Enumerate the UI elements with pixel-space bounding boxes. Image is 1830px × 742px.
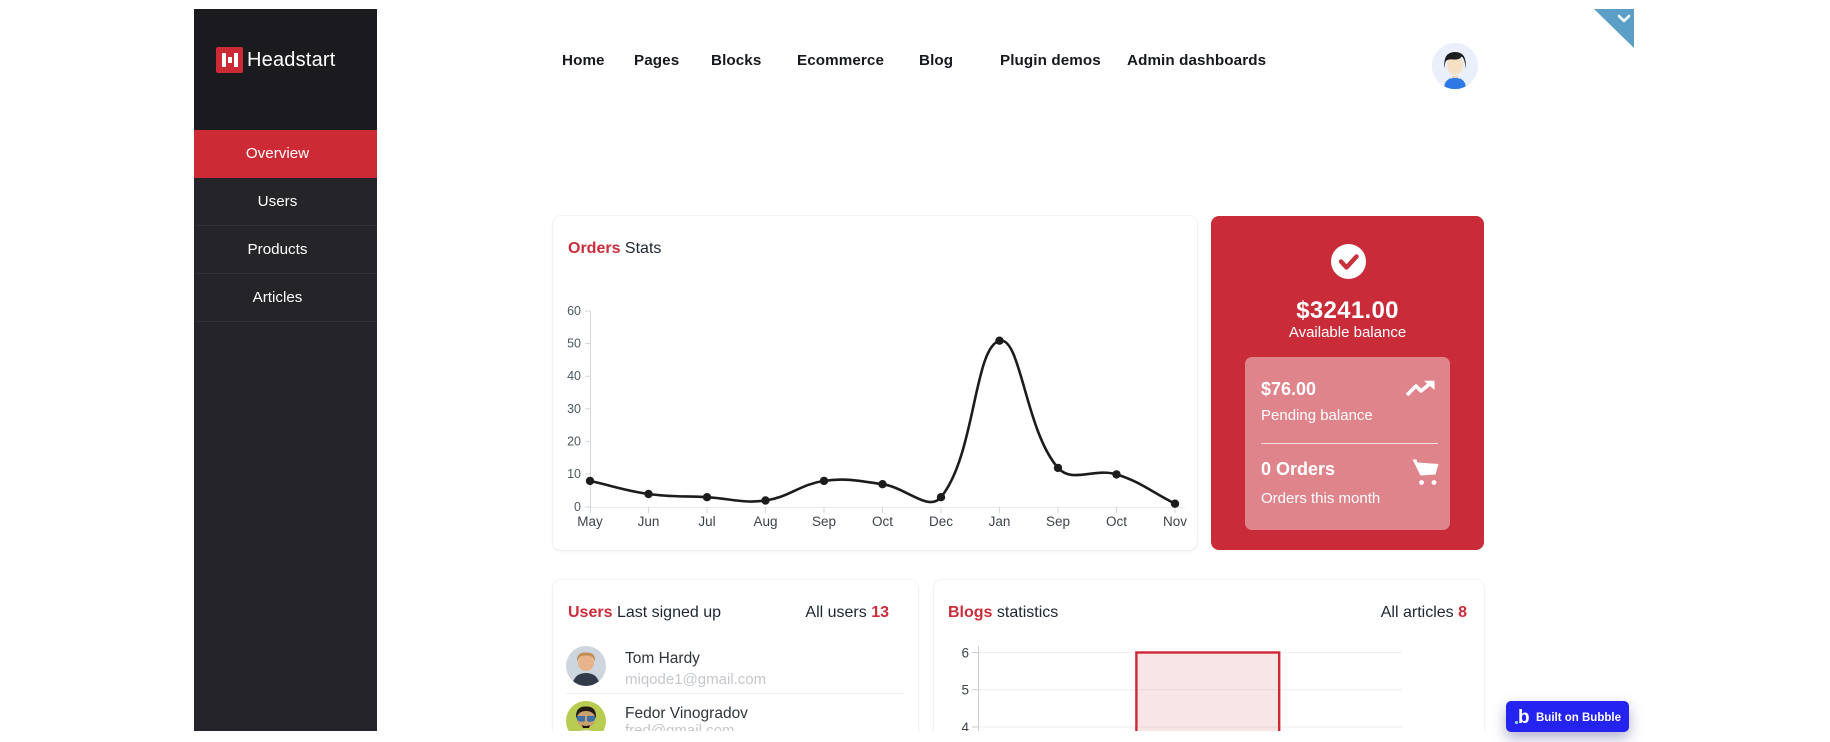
svg-text:Built on Bubble: Built on Bubble [1536, 712, 1621, 724]
svg-text:10: 10 [567, 467, 581, 481]
svg-text:0: 0 [574, 500, 581, 514]
svg-text:Jul: Jul [698, 514, 715, 529]
svg-text:Jun: Jun [638, 514, 660, 529]
svg-text:30: 30 [567, 402, 581, 416]
svg-text:40: 40 [567, 369, 581, 383]
svg-text:Sep: Sep [812, 514, 836, 529]
svg-text:4: 4 [961, 720, 969, 731]
svg-text:60: 60 [567, 304, 581, 318]
svg-text:50: 50 [567, 337, 581, 351]
svg-text:20: 20 [567, 434, 581, 448]
svg-text:Sep: Sep [1046, 514, 1070, 529]
svg-text:6: 6 [961, 646, 969, 661]
svg-text:Oct: Oct [1106, 514, 1127, 529]
svg-text:Jan: Jan [989, 514, 1011, 529]
svg-text:Oct: Oct [872, 514, 893, 529]
svg-text:May: May [577, 514, 603, 529]
svg-text:b: b [1518, 707, 1530, 728]
svg-text:Nov: Nov [1163, 514, 1187, 529]
svg-text:5: 5 [961, 683, 969, 698]
svg-text:Dec: Dec [929, 514, 953, 529]
svg-text:Aug: Aug [753, 514, 777, 529]
